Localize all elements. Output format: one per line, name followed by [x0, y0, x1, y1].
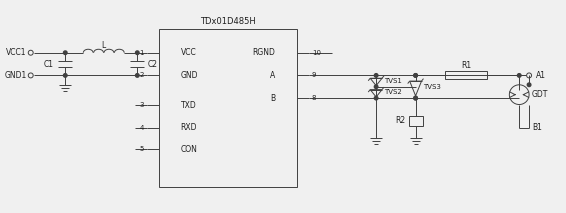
Circle shape [414, 74, 417, 77]
Text: TDx01D485H: TDx01D485H [200, 17, 256, 26]
Text: C1: C1 [44, 60, 53, 69]
Text: B1: B1 [532, 123, 542, 132]
Text: L: L [102, 41, 106, 50]
Circle shape [374, 85, 378, 89]
Text: TVS3: TVS3 [423, 84, 441, 90]
Text: RXD: RXD [181, 123, 197, 132]
Text: 10: 10 [312, 50, 321, 56]
Circle shape [374, 96, 378, 100]
Text: 1: 1 [140, 50, 144, 56]
Text: 4: 4 [140, 125, 144, 131]
Circle shape [414, 74, 417, 77]
Bar [445, 72, 487, 79]
Circle shape [63, 51, 67, 55]
Text: 2: 2 [140, 72, 144, 78]
Text: B: B [271, 94, 276, 103]
Text: R1: R1 [461, 61, 471, 70]
Text: 8: 8 [312, 95, 316, 101]
Circle shape [135, 74, 139, 77]
Text: 5: 5 [140, 146, 144, 153]
Text: VCC1: VCC1 [6, 48, 27, 57]
Circle shape [414, 96, 417, 100]
Text: TVS2: TVS2 [384, 89, 402, 95]
Text: A: A [270, 71, 276, 80]
Bar [159, 29, 297, 187]
Circle shape [517, 74, 521, 77]
Text: CON: CON [181, 145, 198, 154]
Circle shape [528, 83, 531, 86]
Text: TXD: TXD [181, 101, 196, 109]
Text: GDT: GDT [532, 90, 548, 99]
Text: GND1: GND1 [5, 71, 27, 80]
Circle shape [374, 74, 378, 77]
Circle shape [414, 96, 417, 100]
Circle shape [135, 51, 139, 55]
Text: 9: 9 [312, 72, 316, 78]
Bar [409, 116, 422, 126]
Text: VCC: VCC [181, 48, 196, 57]
Text: A1: A1 [536, 71, 546, 80]
Circle shape [63, 74, 67, 77]
Text: RGND: RGND [252, 48, 276, 57]
Text: R2: R2 [396, 116, 406, 125]
Text: C2: C2 [147, 60, 157, 69]
Text: TVS1: TVS1 [384, 78, 402, 84]
Text: 3: 3 [140, 102, 144, 108]
Text: GND: GND [181, 71, 198, 80]
